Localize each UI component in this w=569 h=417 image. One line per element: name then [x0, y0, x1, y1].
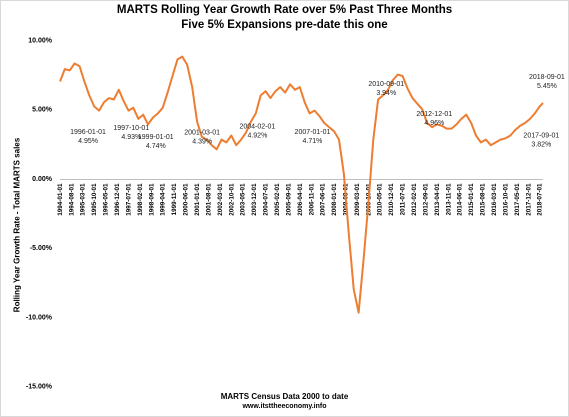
annotation-date: 2018-09-01 — [529, 74, 565, 81]
annotation-date: 1997-10-01 — [113, 125, 149, 132]
x-tick-label: 1998-09-01 — [148, 183, 155, 216]
x-tick-label: 2015-01-01 — [468, 183, 475, 216]
x-tick-label: 1999-04-01 — [160, 183, 167, 216]
x-tick-label: 1995-10-01 — [91, 183, 98, 216]
y-tick-label: -15.00% — [26, 384, 53, 391]
annotation-value: 4.71% — [303, 138, 323, 145]
x-tick-label: 1994-08-01 — [68, 183, 75, 216]
x-tick-label: 2017-12-01 — [525, 183, 532, 216]
chart-subtitle: Five 5% Expansions pre-date this one — [181, 19, 388, 31]
x-tick-label: 1999-11-01 — [171, 183, 178, 215]
x-tick-label: 2000-06-01 — [183, 183, 190, 216]
source-url: www.itsttheeconomy.info — [242, 403, 327, 410]
annotation-value: 4.93% — [121, 134, 141, 141]
x-tick-label: 2011-07-01 — [400, 183, 407, 215]
annotation-date: 2001-03-01 — [184, 130, 220, 137]
annotation-date: 2010-09-01 — [368, 81, 404, 88]
x-tick-label: 2007-06-01 — [320, 183, 327, 216]
x-tick-label: 2002-03-01 — [217, 183, 224, 216]
x-tick-label: 2004-07-01 — [263, 183, 270, 216]
annotation-value: 4.74% — [146, 143, 166, 150]
annotation-value: 4.92% — [247, 132, 267, 139]
x-tick-label: 1994-01-01 — [57, 183, 64, 216]
x-tick-label: 2018-07-01 — [537, 183, 544, 216]
x-tick-label: 2013-11-01 — [445, 183, 452, 215]
x-axis-label: MARTS Census Data 2000 to date — [220, 392, 349, 401]
x-tick-label: 2002-10-01 — [228, 183, 235, 216]
x-tick-label: 2012-09-01 — [423, 183, 430, 216]
y-tick-label: -5.00% — [30, 245, 53, 252]
y-tick-label: -10.00% — [26, 314, 53, 321]
x-tick-label: 1996-05-01 — [103, 183, 110, 216]
x-tick-label: 2010-12-01 — [388, 183, 395, 216]
x-tick-label: 2016-03-01 — [491, 183, 498, 216]
annotation-value: 3.94% — [376, 90, 396, 97]
annotation-date: 2012-12-01 — [416, 111, 452, 118]
x-tick-label: 2003-12-01 — [251, 183, 258, 216]
x-tick-label: 2009-03-01 — [354, 183, 361, 216]
x-tick-label: 2013-04-01 — [434, 183, 441, 216]
annotation-date: 2007-01-01 — [295, 129, 331, 136]
growth-rate-line — [59, 55, 544, 314]
x-tick-label: 2006-04-01 — [297, 183, 304, 216]
y-tick-label: 0.00% — [32, 176, 53, 183]
x-tick-label: 2010-05-01 — [377, 183, 384, 216]
annotation-value: 4.39% — [192, 139, 212, 146]
x-tick-label: 2014-06-01 — [457, 183, 464, 216]
x-tick-label: 2005-09-01 — [285, 183, 292, 216]
x-tick-label: 2003-05-01 — [240, 183, 247, 216]
x-tick-label: 2006-11-01 — [308, 183, 315, 215]
annotation-date: 1996-01-01 — [70, 129, 106, 136]
annotation-date: 2004-02-01 — [239, 123, 275, 130]
x-tick-label: 1996-12-01 — [114, 183, 121, 216]
x-tick-label: 1997-07-01 — [125, 183, 132, 216]
x-tick-label: 2001-08-01 — [205, 183, 212, 216]
x-tick-label: 1995-03-01 — [80, 183, 87, 216]
annotation-value: 4.96% — [424, 120, 444, 127]
x-tick-label: 1998-02-01 — [137, 183, 144, 216]
y-tick-label: 10.00% — [28, 38, 53, 45]
x-tick-label: 2015-08-01 — [480, 183, 487, 216]
y-tick-label: 5.00% — [32, 107, 53, 114]
chart-title: MARTS Rolling Year Growth Rate over 5% P… — [116, 4, 453, 16]
x-tick-label: 2012-02-01 — [411, 183, 418, 216]
annotation-date: 2017-09-01 — [523, 133, 559, 140]
x-tick-label: 2016-10-01 — [502, 183, 509, 216]
x-tick-label: 2017-05-01 — [514, 183, 521, 216]
annotation-date: 1999-01-01 — [138, 134, 174, 141]
annotation-value: 3.82% — [531, 142, 551, 149]
x-tick-label: 2008-01-01 — [331, 183, 338, 216]
annotation-value: 4.95% — [78, 138, 98, 145]
annotation-value: 5.45% — [537, 83, 557, 90]
x-tick-label: 2001-01-01 — [194, 183, 201, 216]
x-tick-label: 2005-02-01 — [274, 183, 281, 216]
